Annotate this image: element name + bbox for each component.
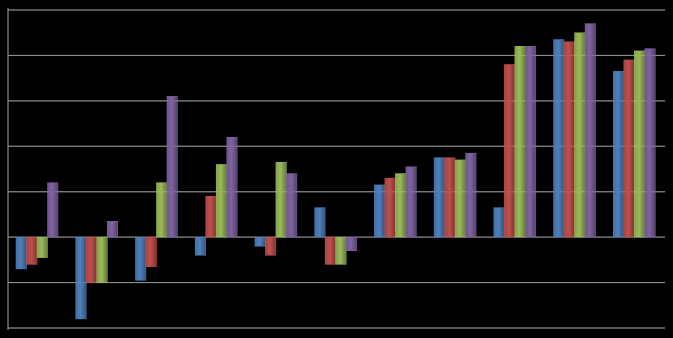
bar: [106, 220, 118, 238]
bar: [454, 159, 466, 238]
bar: [374, 184, 386, 238]
bar: [634, 50, 646, 238]
bar: [525, 46, 537, 238]
bar: [85, 236, 97, 283]
bar: [574, 32, 586, 238]
bar: [433, 157, 445, 238]
bar: [75, 236, 87, 320]
bar: [265, 236, 277, 256]
bar: [96, 236, 108, 283]
bar: [156, 182, 168, 238]
bar: [135, 236, 147, 281]
bar: [563, 41, 575, 238]
bar: [314, 207, 326, 238]
bar: [493, 207, 505, 238]
bar: [286, 173, 298, 238]
bar: [47, 182, 59, 238]
bar: [36, 236, 48, 258]
bar: [384, 177, 396, 238]
bar: [345, 236, 357, 252]
bar: [584, 23, 596, 238]
bar: [444, 157, 456, 238]
bar: [553, 39, 565, 238]
bar: [254, 236, 266, 247]
bar: [15, 236, 27, 270]
bar: [324, 236, 336, 265]
bar: [514, 46, 526, 238]
bar: [613, 71, 625, 238]
bar: [215, 164, 227, 238]
bar: [465, 152, 477, 238]
bar: [226, 136, 238, 238]
bar: [145, 236, 157, 267]
bar: [275, 161, 287, 238]
bar: [166, 96, 178, 238]
bar: [335, 236, 347, 265]
bar: [194, 236, 206, 256]
bar: [205, 196, 217, 238]
bar: [395, 173, 407, 238]
bar: [504, 64, 516, 238]
bar: [405, 166, 417, 238]
bar: [26, 236, 38, 265]
bar: [623, 59, 635, 238]
bar: [644, 48, 656, 238]
